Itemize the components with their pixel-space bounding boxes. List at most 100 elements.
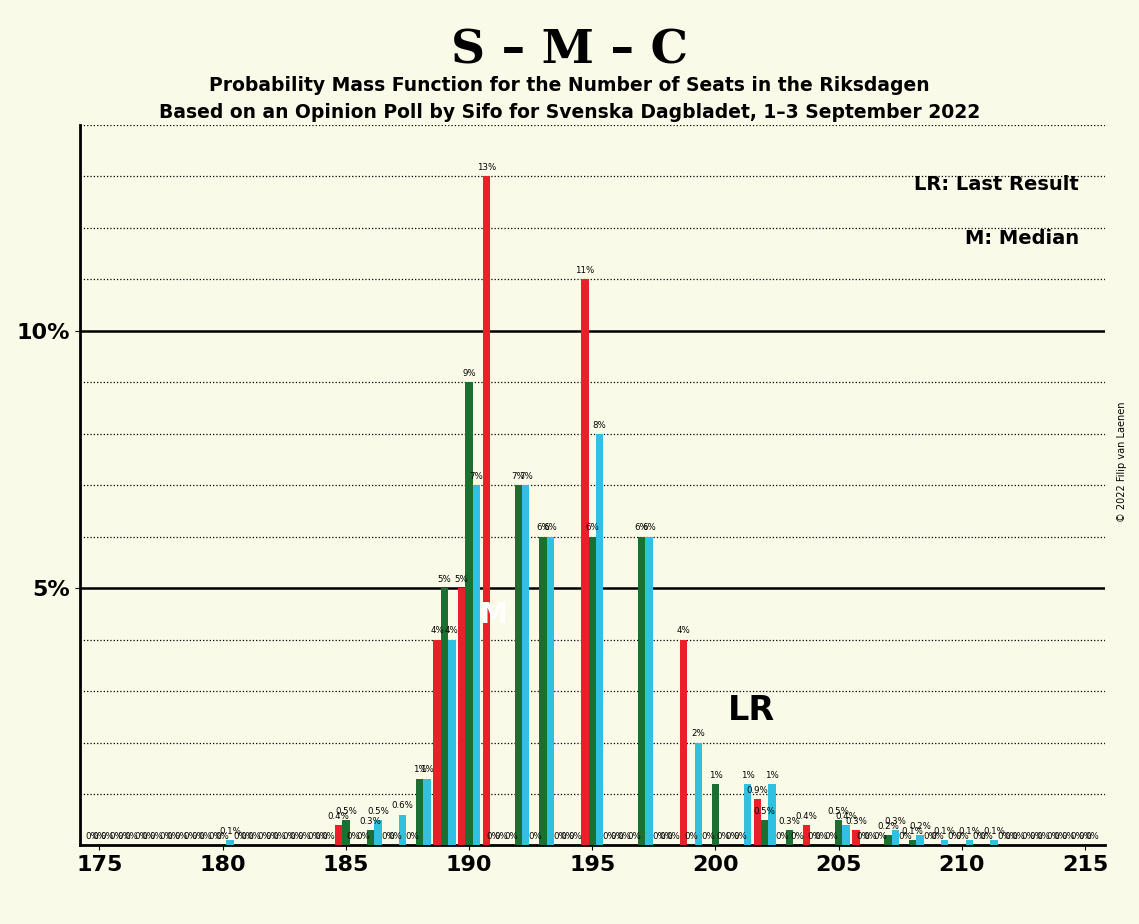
Text: 0%: 0% <box>948 833 961 842</box>
Bar <box>916 835 924 845</box>
Text: 0%: 0% <box>240 833 254 842</box>
Text: 0%: 0% <box>159 833 173 842</box>
Text: 0%: 0% <box>1011 833 1025 842</box>
Text: 1%: 1% <box>708 771 722 780</box>
Text: 0%: 0% <box>1079 833 1092 842</box>
Bar <box>466 383 473 845</box>
Bar <box>581 279 589 845</box>
Text: 0%: 0% <box>734 833 747 842</box>
Bar <box>483 176 490 845</box>
Bar <box>515 485 522 845</box>
Bar <box>843 825 850 845</box>
Text: 0%: 0% <box>405 833 419 842</box>
Text: 0%: 0% <box>528 833 542 842</box>
Text: 0%: 0% <box>380 833 394 842</box>
Text: 0%: 0% <box>603 833 616 842</box>
Text: 0%: 0% <box>1062 833 1075 842</box>
Text: 4%: 4% <box>445 626 459 636</box>
Text: 0%: 0% <box>183 833 197 842</box>
Text: 0%: 0% <box>1036 833 1050 842</box>
Text: 0%: 0% <box>874 833 887 842</box>
Text: 0%: 0% <box>142 833 156 842</box>
Bar <box>424 779 431 845</box>
Bar <box>433 639 441 845</box>
Text: 0%: 0% <box>857 833 870 842</box>
Text: 0%: 0% <box>554 833 567 842</box>
Text: 0.1%: 0.1% <box>958 827 981 836</box>
Bar <box>786 830 793 845</box>
Text: 6%: 6% <box>585 524 599 532</box>
Text: 0%: 0% <box>321 833 336 842</box>
Text: 0.3%: 0.3% <box>845 817 867 826</box>
Text: 0.5%: 0.5% <box>828 807 850 816</box>
Bar <box>448 639 456 845</box>
Bar <box>646 537 653 845</box>
Text: 0%: 0% <box>124 833 138 842</box>
Bar <box>712 784 719 845</box>
Text: 0%: 0% <box>1029 833 1042 842</box>
Text: 0.1%: 0.1% <box>219 827 241 836</box>
Text: Probability Mass Function for the Number of Seats in the Riksdagen: Probability Mass Function for the Number… <box>210 76 929 95</box>
Text: 0%: 0% <box>248 833 262 842</box>
Bar <box>744 784 752 845</box>
Bar <box>522 485 530 845</box>
Text: 0%: 0% <box>191 833 205 842</box>
Text: 0%: 0% <box>659 833 673 842</box>
Text: 0.4%: 0.4% <box>796 812 818 821</box>
Text: 0.6%: 0.6% <box>392 801 413 810</box>
Text: 6%: 6% <box>536 524 550 532</box>
Bar <box>539 537 547 845</box>
Text: 0.1%: 0.1% <box>934 827 956 836</box>
Text: 0.3%: 0.3% <box>885 817 907 826</box>
Text: 0%: 0% <box>208 833 222 842</box>
Text: 0.4%: 0.4% <box>328 812 350 821</box>
Text: 9%: 9% <box>462 369 476 378</box>
Text: 1%: 1% <box>740 771 754 780</box>
Text: 0%: 0% <box>272 833 286 842</box>
Text: 0.5%: 0.5% <box>367 807 388 816</box>
Text: 7%: 7% <box>511 472 525 481</box>
Text: 0%: 0% <box>494 833 508 842</box>
Text: 0%: 0% <box>134 833 148 842</box>
Bar <box>892 830 899 845</box>
Bar <box>335 825 342 845</box>
Bar <box>367 830 375 845</box>
Text: 0.1%: 0.1% <box>902 827 924 836</box>
Text: 0%: 0% <box>257 833 271 842</box>
Text: 0%: 0% <box>1085 833 1099 842</box>
Bar <box>416 779 424 845</box>
Text: 0%: 0% <box>560 833 574 842</box>
Bar <box>227 840 233 845</box>
Text: 0%: 0% <box>346 833 360 842</box>
Text: 0%: 0% <box>980 833 993 842</box>
Bar <box>596 433 604 845</box>
Text: 11%: 11% <box>575 266 595 275</box>
Text: 0.5%: 0.5% <box>754 807 776 816</box>
Bar <box>375 820 382 845</box>
Text: 0%: 0% <box>814 833 828 842</box>
Text: 0%: 0% <box>652 833 665 842</box>
Text: 0%: 0% <box>973 833 986 842</box>
Bar <box>638 537 646 845</box>
Text: LR: Last Result: LR: Last Result <box>915 176 1079 194</box>
Text: 0%: 0% <box>297 833 311 842</box>
Bar <box>589 537 596 845</box>
Bar <box>990 840 998 845</box>
Bar <box>803 825 810 845</box>
Text: 0%: 0% <box>899 833 912 842</box>
Text: 0%: 0% <box>617 833 631 842</box>
Text: 1%: 1% <box>765 771 779 780</box>
Text: 0%: 0% <box>1071 833 1084 842</box>
Text: S – M – C: S – M – C <box>451 28 688 74</box>
Text: 0%: 0% <box>265 833 279 842</box>
Text: 0%: 0% <box>1005 833 1018 842</box>
Text: M: M <box>480 602 508 629</box>
Text: 0%: 0% <box>716 833 730 842</box>
Text: 0%: 0% <box>388 833 402 842</box>
Text: 0%: 0% <box>923 833 936 842</box>
Text: 0%: 0% <box>505 833 518 842</box>
Text: 7%: 7% <box>469 472 483 481</box>
Text: 13%: 13% <box>477 164 495 172</box>
Bar <box>441 588 448 845</box>
Text: 0%: 0% <box>215 833 230 842</box>
